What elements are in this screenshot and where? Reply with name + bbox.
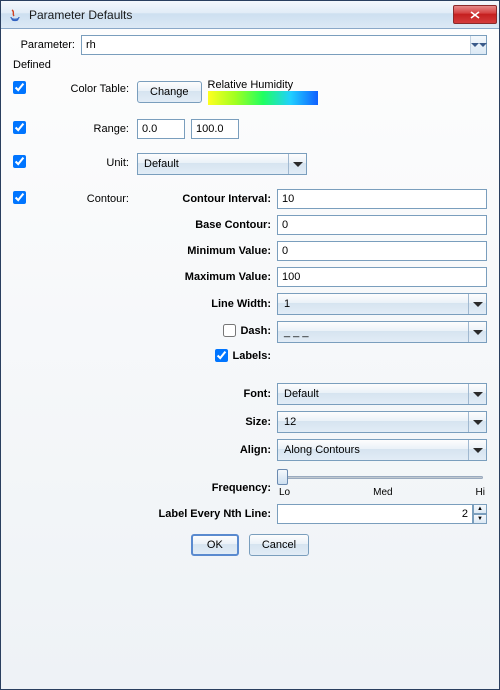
nth-label: Label Every Nth Line: — [137, 508, 277, 520]
colortable-name: Relative Humidity — [208, 79, 318, 91]
min-value-input[interactable] — [277, 241, 487, 261]
range-max-input[interactable] — [191, 119, 239, 139]
chevron-down-icon[interactable] — [468, 294, 486, 314]
size-select[interactable]: 12 — [277, 411, 487, 433]
contour-checkbox[interactable] — [13, 191, 26, 204]
slider-thumb[interactable] — [277, 469, 288, 485]
parameter-input[interactable] — [82, 36, 470, 54]
chevron-down-icon[interactable] — [470, 36, 486, 54]
chevron-down-icon[interactable] — [468, 322, 486, 342]
range-checkbox[interactable] — [13, 121, 26, 134]
nth-spinner[interactable]: ▲ ▼ — [277, 504, 487, 524]
unit-row: Unit: Default — [13, 153, 487, 175]
unit-select[interactable]: Default — [137, 153, 307, 175]
java-icon — [7, 7, 23, 23]
unit-checkbox[interactable] — [13, 155, 26, 168]
font-select[interactable]: Default — [277, 383, 487, 405]
contour-interval-label: Contour Interval: — [137, 193, 277, 205]
spinner-down-icon[interactable]: ▼ — [473, 514, 487, 524]
close-button[interactable] — [453, 5, 497, 24]
parameter-row: Parameter: — [13, 35, 487, 55]
window-title: Parameter Defaults — [29, 8, 453, 22]
titlebar: Parameter Defaults — [1, 1, 499, 29]
colortable-checkbox[interactable] — [13, 81, 26, 94]
freq-med: Med — [373, 487, 392, 498]
unit-value: Default — [138, 158, 288, 170]
contour-interval-input[interactable] — [277, 189, 487, 209]
contour-label: Contour: — [41, 189, 137, 205]
contour-row: Contour: Contour Interval: Base Contour:… — [13, 189, 487, 524]
frequency-label: Frequency: — [137, 472, 277, 494]
parameter-combo[interactable] — [81, 35, 487, 55]
line-width-select[interactable]: 1 — [277, 293, 487, 315]
range-label: Range: — [41, 119, 137, 135]
line-width-value: 1 — [278, 298, 468, 310]
align-label: Align: — [137, 444, 277, 456]
dash-value: _ _ _ — [278, 326, 468, 338]
frequency-slider[interactable]: Lo Med Hi — [277, 467, 487, 498]
size-label: Size: — [137, 416, 277, 428]
size-value: 12 — [278, 416, 468, 428]
dash-checkbox[interactable] — [223, 324, 236, 337]
font-label: Font: — [137, 388, 277, 400]
base-contour-input[interactable] — [277, 215, 487, 235]
content: Parameter: Defined Color Table: Change R… — [1, 29, 499, 689]
colortable-row: Color Table: Change Relative Humidity — [13, 79, 487, 105]
max-value-input[interactable] — [277, 267, 487, 287]
chevron-down-icon[interactable] — [468, 440, 486, 460]
defined-label: Defined — [13, 59, 487, 71]
range-min-input[interactable] — [137, 119, 185, 139]
labels-checkbox[interactable] — [215, 349, 228, 362]
freq-lo: Lo — [279, 487, 290, 498]
cancel-button[interactable]: Cancel — [249, 534, 309, 556]
align-select[interactable]: Along Contours — [277, 439, 487, 461]
chevron-down-icon[interactable] — [468, 384, 486, 404]
line-width-label: Line Width: — [137, 298, 277, 310]
colortable-label: Color Table: — [41, 79, 137, 95]
max-value-label: Maximum Value: — [137, 271, 277, 283]
dash-label: Dash: — [240, 325, 271, 337]
colortable-preview: Relative Humidity — [208, 79, 318, 105]
freq-hi: Hi — [476, 487, 485, 498]
chevron-down-icon[interactable] — [288, 154, 306, 174]
ok-button[interactable]: OK — [191, 534, 239, 556]
min-value-label: Minimum Value: — [137, 245, 277, 257]
footer: OK Cancel — [13, 524, 487, 560]
range-row: Range: — [13, 119, 487, 139]
colortable-gradient — [208, 91, 318, 105]
align-value: Along Contours — [278, 444, 468, 456]
font-value: Default — [278, 388, 468, 400]
spinner-up-icon[interactable]: ▲ — [473, 504, 487, 514]
change-colortable-button[interactable]: Change — [137, 81, 202, 103]
parameter-label: Parameter: — [13, 39, 81, 51]
parameter-defaults-window: Parameter Defaults Parameter: Defined Co… — [0, 0, 500, 690]
nth-input[interactable] — [277, 504, 473, 524]
labels-label: Labels: — [232, 350, 271, 362]
base-contour-label: Base Contour: — [137, 219, 277, 231]
dash-select[interactable]: _ _ _ — [277, 321, 487, 343]
chevron-down-icon[interactable] — [468, 412, 486, 432]
unit-label: Unit: — [41, 153, 137, 169]
